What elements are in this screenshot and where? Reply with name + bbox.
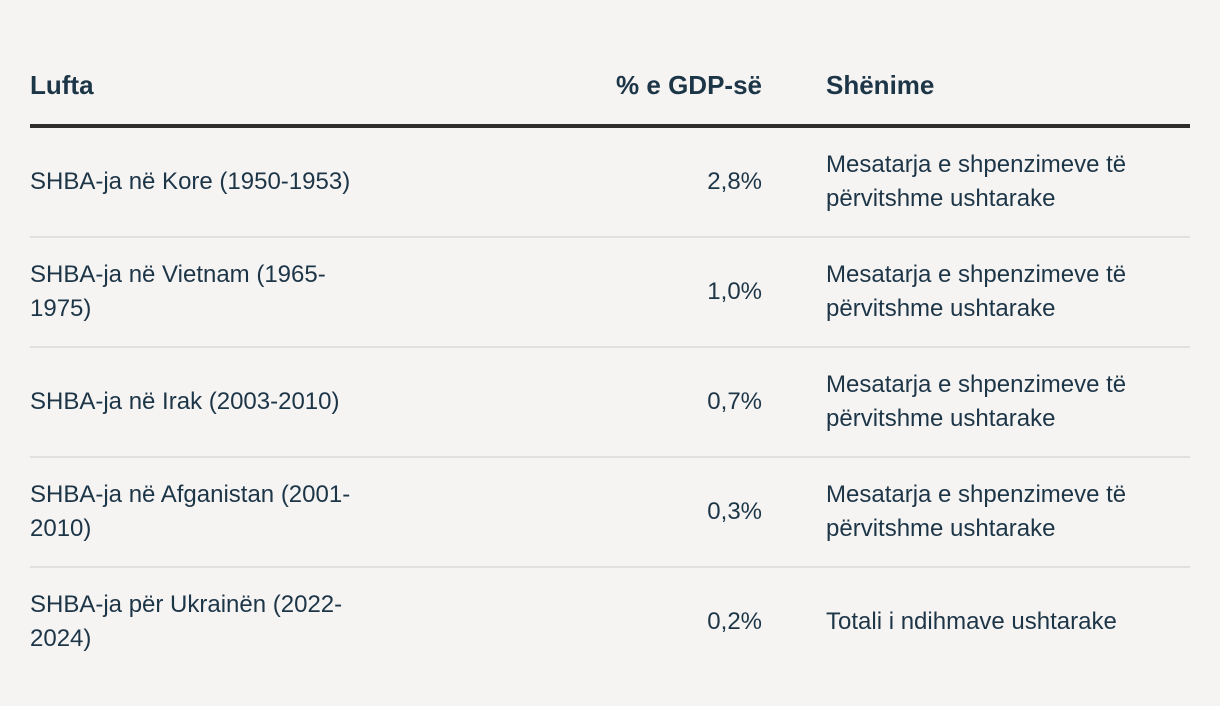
header-row: Lufta % e GDP-së Shënime [30, 46, 1190, 128]
cell-gdp: 1,0% [590, 237, 808, 348]
war-label: SHBA-ja në Vietnam (1965-1975) [30, 261, 326, 322]
cell-gdp: 0,2% [707, 608, 762, 635]
war-spending-table-container: Lufta % e GDP-së Shënime SHBA-ja në Kore… [30, 46, 1190, 676]
cell-war: SHBA-ja në Kore (1950-1953) [30, 126, 590, 238]
header-war: Lufta [30, 46, 590, 128]
cell-war: SHBA-ja në Vietnam (1965-1975) [30, 237, 590, 348]
notes-label: Mesatarja e shpenzimeve të përvitshme us… [826, 151, 1127, 212]
table-body: SHBA-ja në Kore (1950-1953) 2,8% Mesatar… [30, 126, 1190, 676]
notes-label: Mesatarja e shpenzimeve të përvitshme us… [826, 371, 1127, 432]
cell-notes: Mesatarja e shpenzimeve të përvitshme us… [808, 457, 1190, 568]
notes-label: Totali i ndihmave ushtarake [826, 608, 1117, 635]
cell-war: SHBA-ja në Afganistan (2001-2010) [30, 457, 590, 568]
war-label: SHBA-ja në Afganistan (2001-2010) [30, 481, 351, 542]
cell-war: SHBA-ja në Irak (2003-2010) [30, 347, 590, 458]
war-label: SHBA-ja për Ukrainën (2022-2024) [30, 591, 343, 652]
war-label: SHBA-ja në Irak (2003-2010) [30, 388, 340, 415]
cell-notes: Mesatarja e shpenzimeve të përvitshme us… [808, 237, 1190, 348]
table-row: SHBA-ja në Kore (1950-1953) 2,8% Mesatar… [30, 126, 1190, 238]
table-header: Lufta % e GDP-së Shënime [30, 46, 1190, 128]
table-row: SHBA-ja në Afganistan (2001-2010) 0,3% M… [30, 457, 1190, 568]
header-notes: Shënime [808, 46, 1190, 128]
cell-gdp: 2,8% [590, 126, 808, 238]
cell-gdp: 0,3% [590, 457, 808, 568]
cell-notes: Totali i ndihmave ushtarake [808, 567, 1190, 676]
cell-gdp: 0,7% [590, 347, 808, 458]
header-gdp: % e GDP-së [590, 46, 808, 128]
notes-label: Mesatarja e shpenzimeve të përvitshme us… [826, 261, 1127, 322]
war-label: SHBA-ja në Kore (1950-1953) [30, 168, 351, 195]
notes-label: Mesatarja e shpenzimeve të përvitshme us… [826, 481, 1127, 542]
cell-notes: Mesatarja e shpenzimeve të përvitshme us… [808, 126, 1190, 238]
war-spending-table: Lufta % e GDP-së Shënime SHBA-ja në Kore… [30, 46, 1190, 676]
cell-notes: Mesatarja e shpenzimeve të përvitshme us… [808, 347, 1190, 458]
table-row: SHBA-ja në Vietnam (1965-1975) 1,0% Mesa… [30, 237, 1190, 348]
cell-war: SHBA-ja për Ukrainën (2022-2024) [30, 567, 590, 676]
table-row: SHBA-ja në Irak (2003-2010) 0,7% Mesatar… [30, 347, 1190, 458]
table-row: SHBA-ja për Ukrainën (2022-2024) 0,2% To… [30, 567, 1190, 676]
